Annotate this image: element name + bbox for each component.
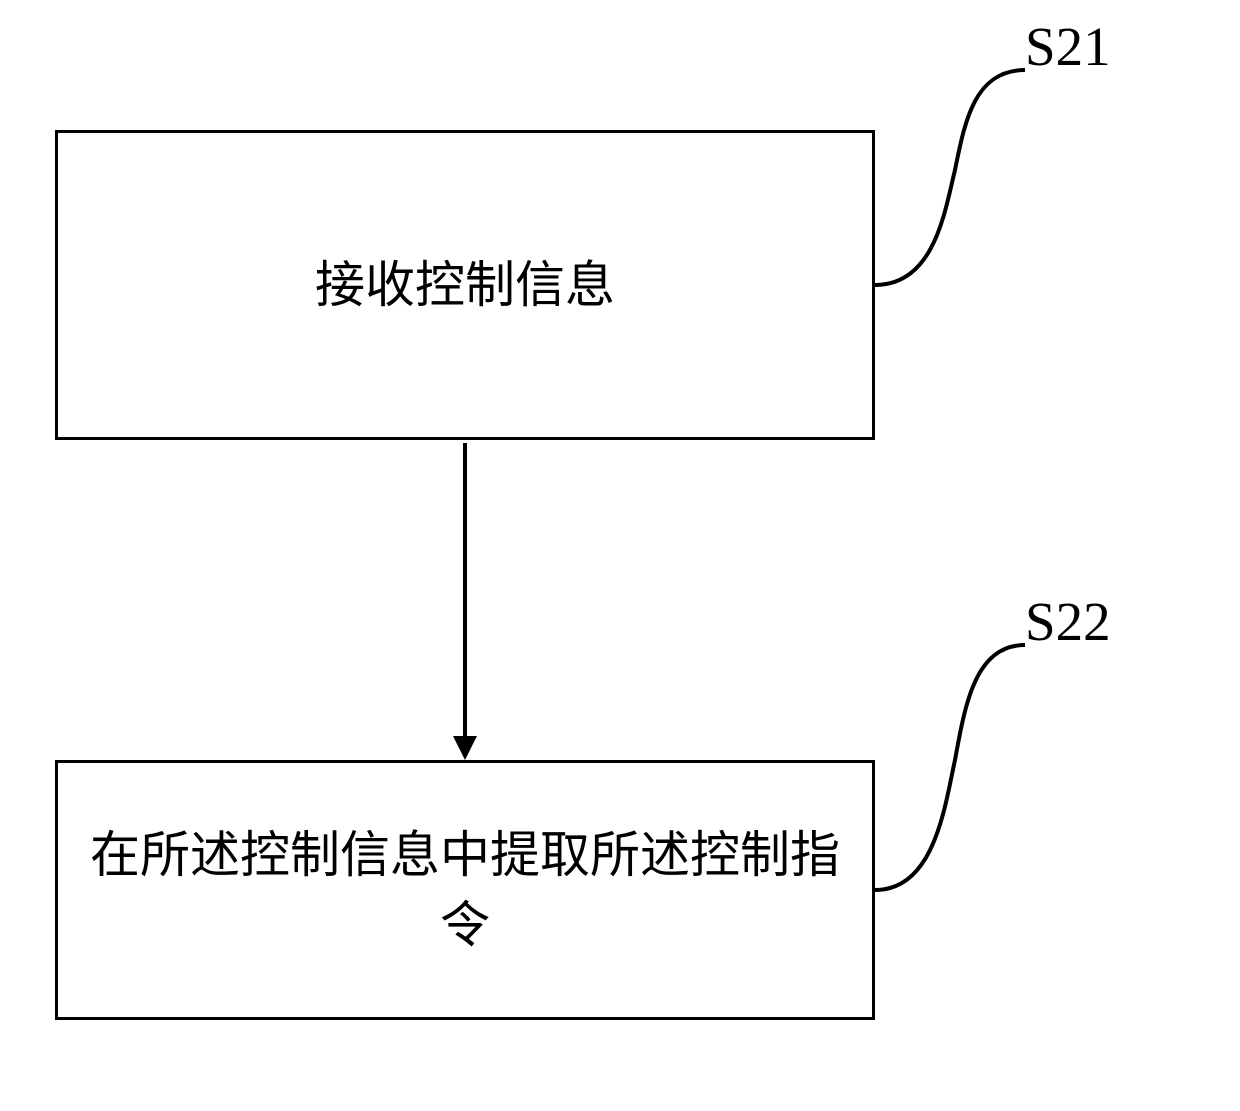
connector-curve-1 — [875, 60, 1035, 300]
label-s21: S21 — [1025, 15, 1111, 78]
arrow-line — [463, 443, 467, 738]
label-s22: S22 — [1025, 590, 1111, 653]
arrow-head-icon — [453, 736, 477, 760]
box-1-text: 接收控制信息 — [315, 250, 615, 320]
flowchart-box-2: 在所述控制信息中提取所述控制指令 — [55, 760, 875, 1020]
flowchart-container: 接收控制信息 S21 在所述控制信息中提取所述控制指令 S22 — [0, 0, 1240, 1111]
flowchart-box-1: 接收控制信息 — [55, 130, 875, 440]
connector-curve-2 — [875, 635, 1035, 905]
box-2-text: 在所述控制信息中提取所述控制指令 — [78, 820, 852, 960]
